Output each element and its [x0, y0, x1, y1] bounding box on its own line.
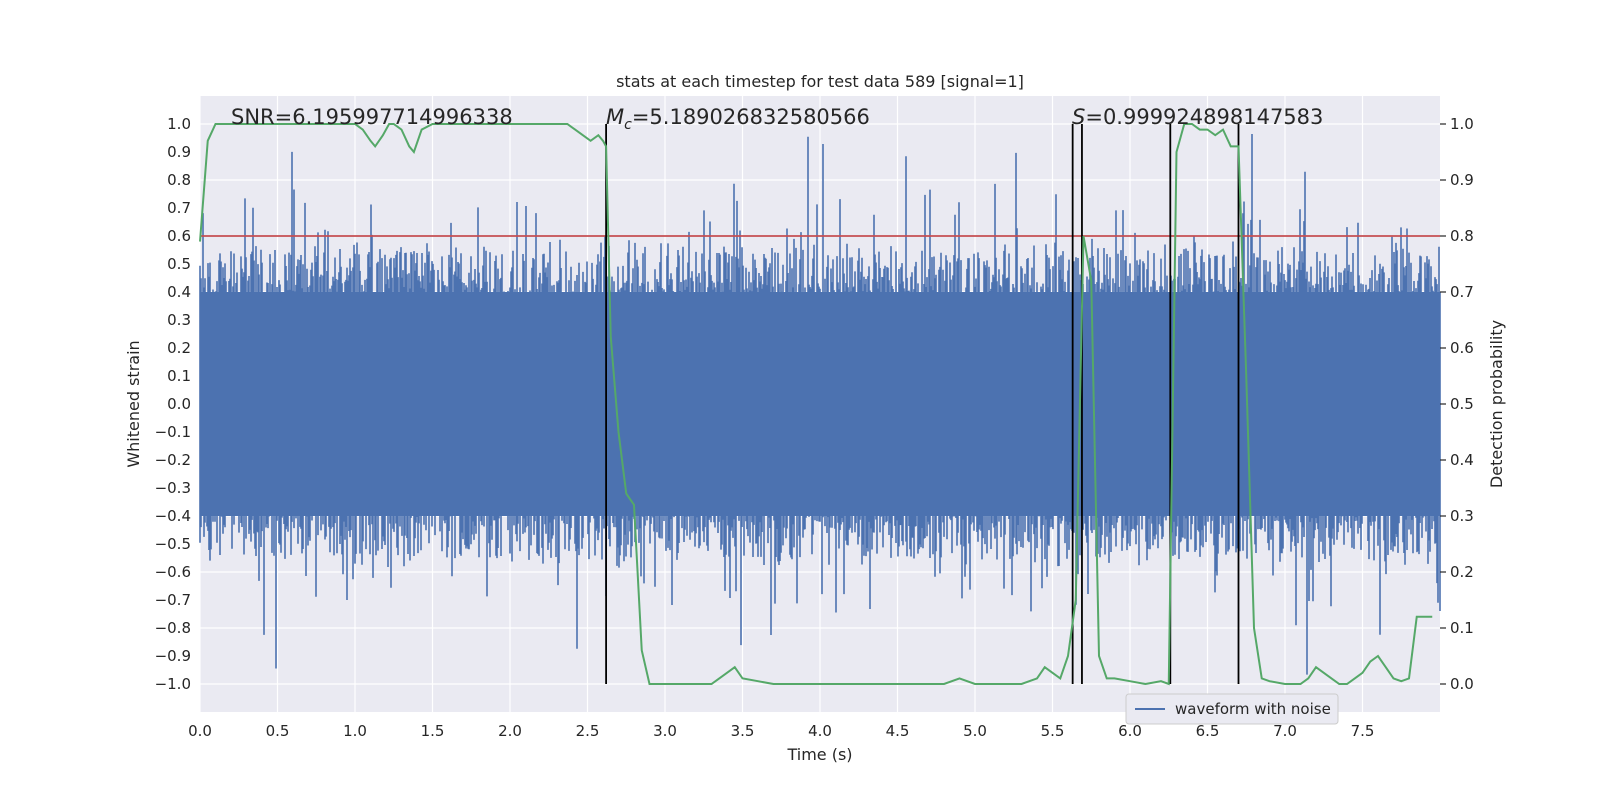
y-tick-label: 0.8	[167, 171, 191, 189]
y-axis-right-ticks: 1.0 0.9 0.8 0.7 0.6 0.5 0.4 0.3 0.2 0.1 0.0	[1440, 115, 1474, 693]
y-tick-label: −0.4	[155, 507, 191, 525]
y-tick-label: −0.9	[155, 647, 191, 665]
x-tick-label: 1.0	[343, 722, 367, 740]
y-tick-label: −0.3	[155, 479, 191, 497]
y-right-tick-label: 0.1	[1450, 619, 1474, 637]
y-right-tick-label: 0.3	[1450, 507, 1474, 525]
x-tick-label: 5.5	[1041, 722, 1065, 740]
x-tick-label: 2.0	[498, 722, 522, 740]
x-axis-label: Time (s)	[786, 745, 852, 764]
x-axis-ticks: 0.0 0.5 1.0 1.5 2.0 2.5 3.0 3.5 4.0 4.5 5.0 5.5 6.0 6…	[188, 722, 1374, 740]
s-value: =0.999924898147583	[1085, 105, 1323, 129]
y-tick-label: −0.7	[155, 591, 191, 609]
s-symbol: S	[1072, 105, 1085, 129]
snr-annotation: SNR=6.195997714996338	[231, 105, 513, 129]
y-tick-label: 0.3	[167, 311, 191, 329]
y-tick-label: 0.6	[167, 227, 191, 245]
y-axis-left-ticks: 1.0 0.9 0.8 0.7 0.6 0.5 0.4 0.3 0.2 0.1 0.0 −0.1 −0.…	[155, 115, 191, 693]
chart-title: stats at each timestep for test data 589…	[616, 72, 1024, 91]
chirp-mass-symbol: M	[606, 105, 624, 129]
waveform-trace	[199, 134, 1441, 675]
y-right-tick-label: 0.2	[1450, 563, 1474, 581]
s-annotation: S=0.999924898147583	[1072, 105, 1323, 129]
y-right-tick-label: 0.6	[1450, 339, 1474, 357]
y-tick-label: 0.1	[167, 367, 191, 385]
x-tick-label: 3.0	[653, 722, 677, 740]
x-tick-label: 6.5	[1196, 722, 1220, 740]
y-axis-label: Whitened strain	[124, 340, 143, 467]
x-tick-label: 4.5	[886, 722, 910, 740]
y-right-tick-label: 0.8	[1450, 227, 1474, 245]
y-right-tick-label: 0.4	[1450, 451, 1474, 469]
y-right-tick-label: 1.0	[1450, 115, 1474, 133]
x-tick-label: 4.0	[808, 722, 832, 740]
legend-label: waveform with noise	[1175, 700, 1331, 718]
y-tick-label: −0.5	[155, 535, 191, 553]
x-tick-label: 0.5	[266, 722, 290, 740]
y-tick-label: −1.0	[155, 675, 191, 693]
x-tick-label: 0.0	[188, 722, 212, 740]
y-tick-label: 0.5	[167, 255, 191, 273]
series-waveform-with-noise	[199, 134, 1441, 675]
y-right-tick-label: 0.7	[1450, 283, 1474, 301]
y-tick-label: −0.8	[155, 619, 191, 637]
x-tick-label: 2.5	[576, 722, 600, 740]
legend-box	[1125, 693, 1339, 725]
x-tick-label: 6.0	[1118, 722, 1142, 740]
x-tick-label: 5.0	[963, 722, 987, 740]
legend: waveform with noise	[1125, 693, 1339, 725]
y-right-tick-label: 0.5	[1450, 395, 1474, 413]
vertical-markers	[605, 124, 1240, 684]
y-tick-label: −0.1	[155, 423, 191, 441]
y-tick-label: −0.2	[155, 451, 191, 469]
series-detection-probability	[199, 123, 1433, 686]
y-tick-label: 0.9	[167, 143, 191, 161]
chirp-mass-subscript: c	[624, 117, 632, 133]
y-tick-label: 0.4	[167, 283, 191, 301]
y-axis-right-label: Detection probability	[1487, 320, 1506, 488]
x-tick-label: 7.5	[1351, 722, 1375, 740]
y-tick-label: 0.7	[167, 199, 191, 217]
chirp-mass-annotation: Mc=5.189026832580566	[606, 105, 870, 133]
y-tick-label: 0.0	[167, 395, 191, 413]
x-tick-label: 7.0	[1273, 722, 1297, 740]
y-tick-label: 0.2	[167, 339, 191, 357]
y-tick-label: −0.6	[155, 563, 191, 581]
chirp-mass-value: =5.189026832580566	[632, 105, 870, 129]
y-right-tick-label: 0.0	[1450, 675, 1474, 693]
y-right-tick-label: 0.9	[1450, 171, 1474, 189]
x-tick-label: 1.5	[421, 722, 445, 740]
y-tick-label: 1.0	[167, 115, 191, 133]
x-tick-label: 3.5	[731, 722, 755, 740]
